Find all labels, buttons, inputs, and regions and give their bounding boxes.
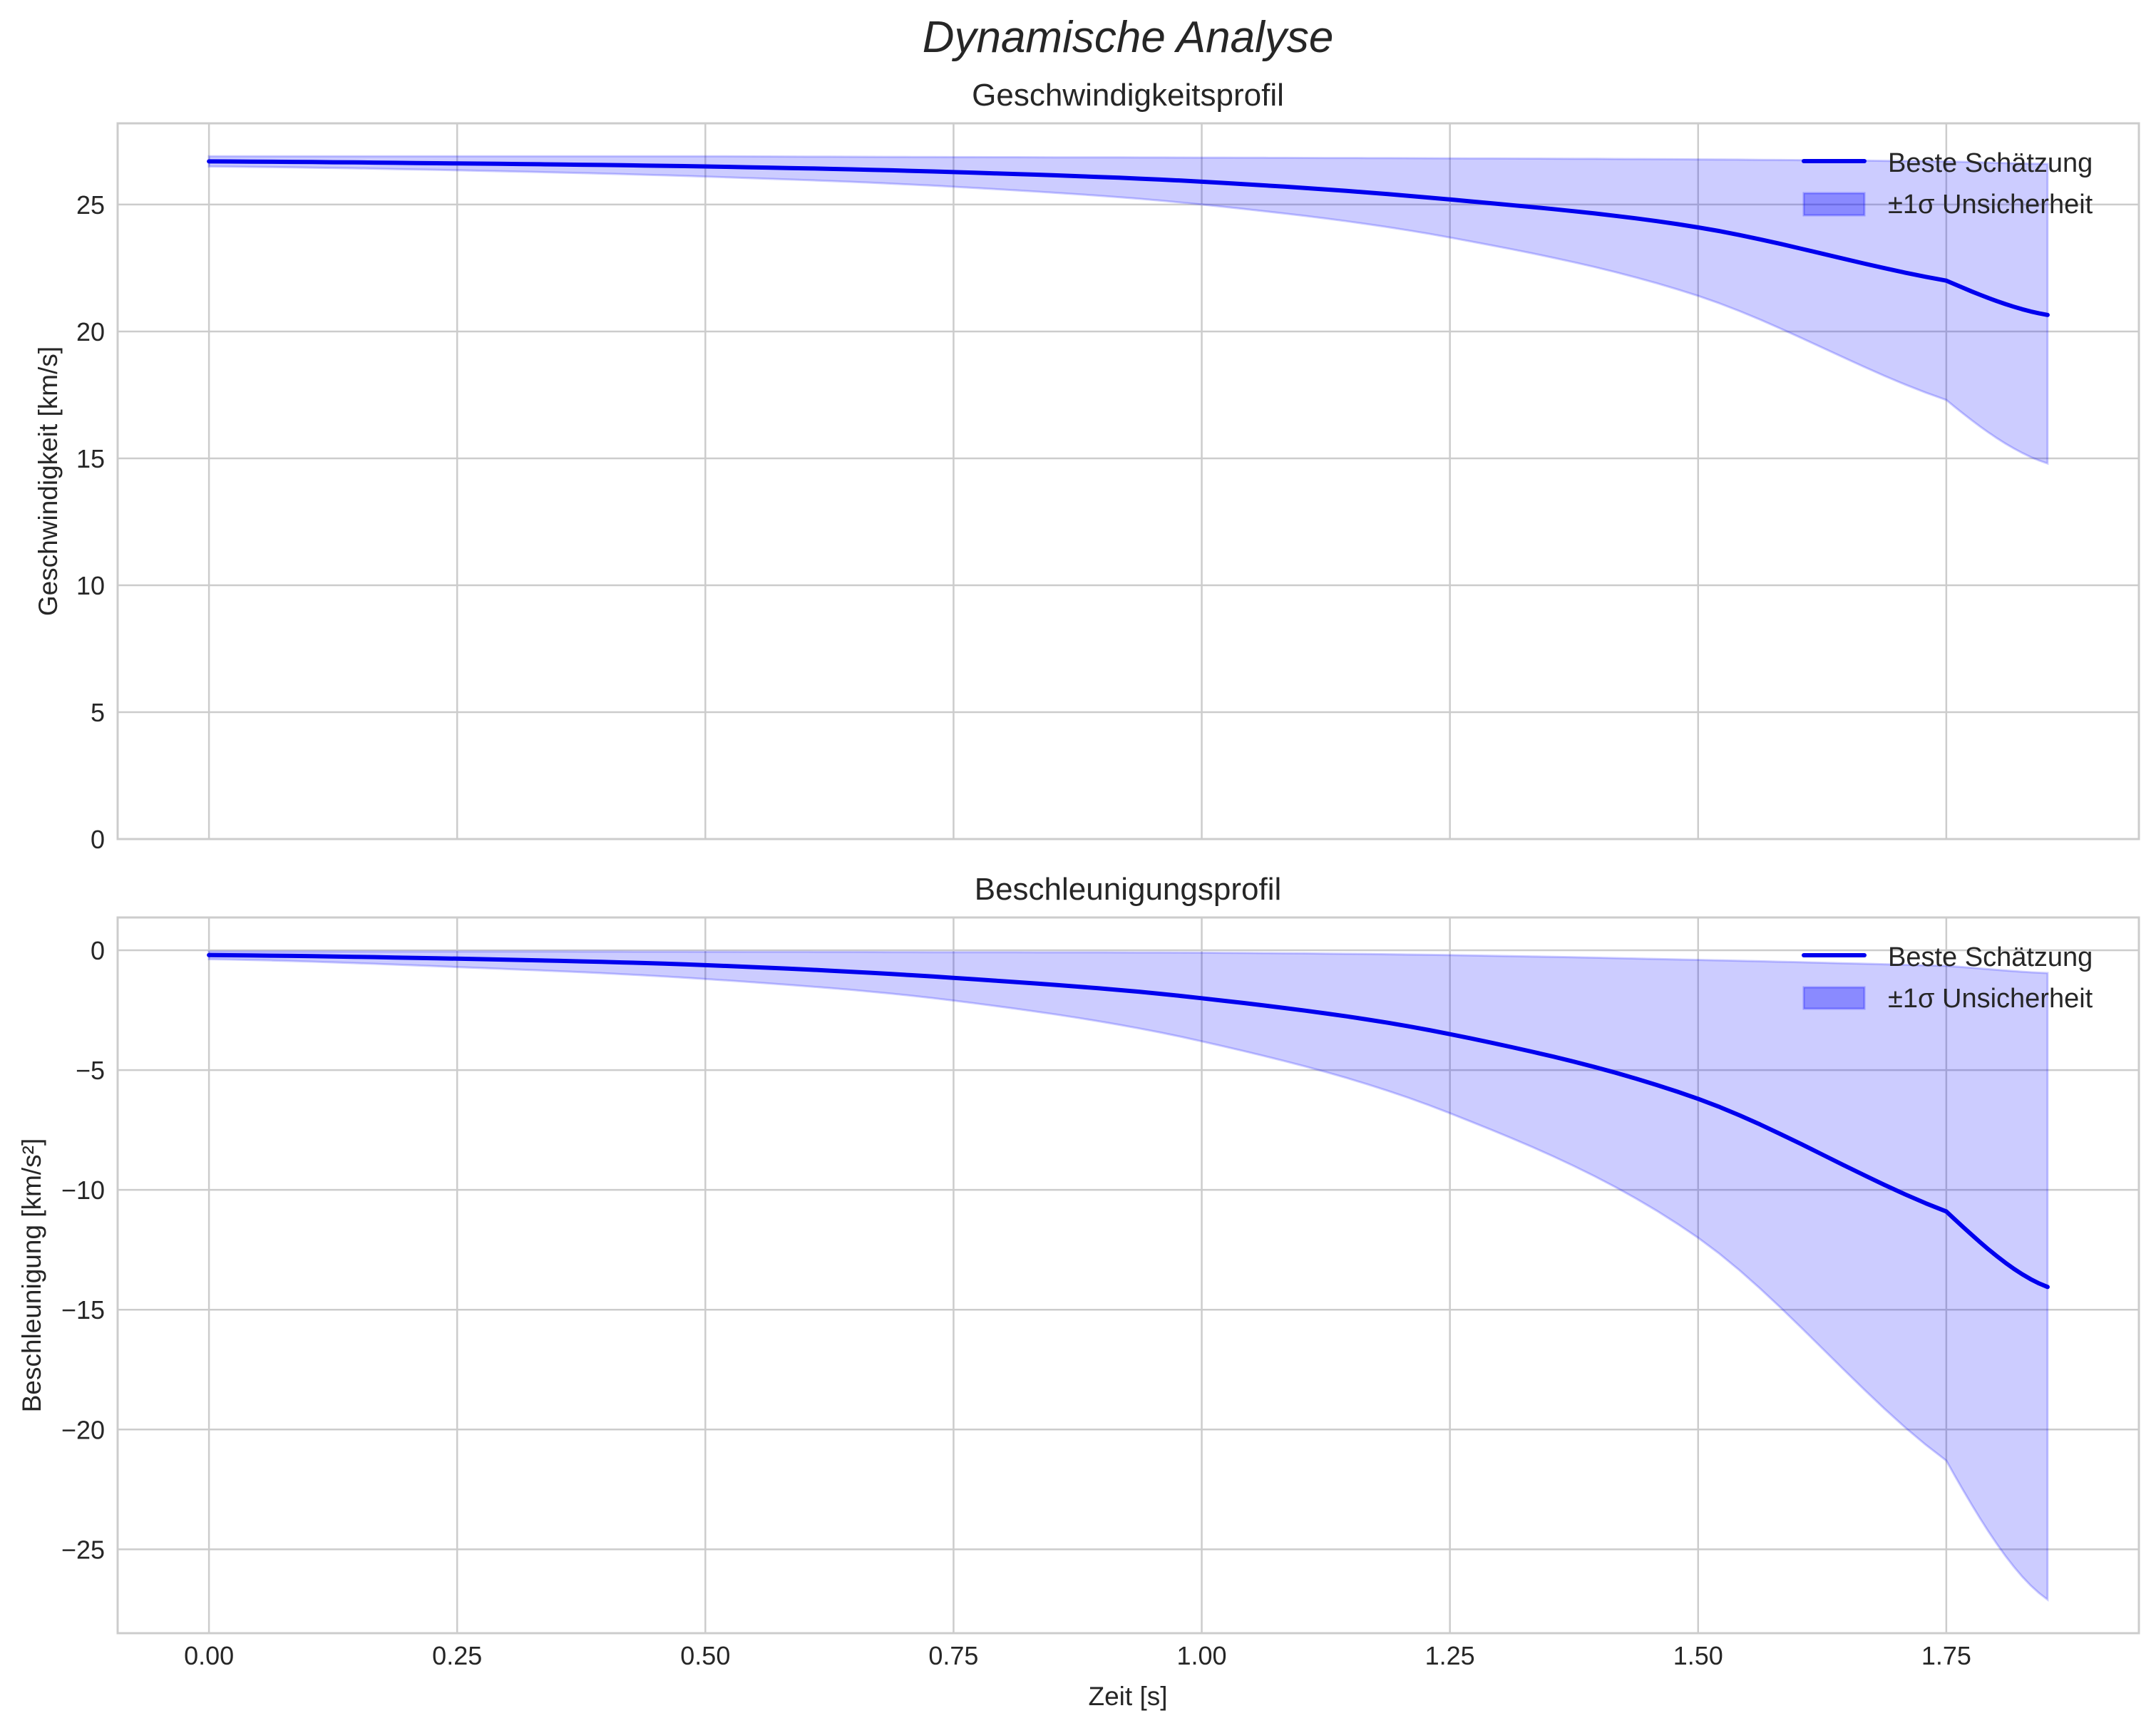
x-tick-label: 1.25 — [1425, 1641, 1475, 1670]
x-tick-label: 0.50 — [680, 1641, 730, 1670]
legend-label-line: Beste Schätzung — [1888, 148, 2093, 178]
plot-data — [207, 155, 2050, 466]
y-tick-label: −5 — [76, 1056, 105, 1085]
y-tick-label: 10 — [76, 571, 105, 600]
legend-label-band: ±1σ Unsicherheit — [1888, 984, 2093, 1014]
legend-band-icon-overlay — [1804, 193, 1864, 215]
best-estimate-line — [207, 952, 2050, 1290]
y-tick-label: 25 — [76, 190, 105, 220]
panel-title: Beschleunigungsprofil — [975, 872, 1282, 907]
y-axis-label: Geschwindigkeit [km/s] — [34, 346, 63, 616]
legend-band-icon-overlay — [1804, 987, 1864, 1009]
x-tick-label: 0.00 — [184, 1641, 234, 1670]
grid — [118, 917, 2139, 1633]
plot-area — [118, 917, 2139, 1633]
y-tick-labels: 0 −5 −10 −15 −20 −25 — [61, 936, 105, 1564]
plot-area — [118, 123, 2139, 839]
y-tick-label: 0 — [91, 825, 105, 854]
best-estimate-line — [207, 159, 2050, 317]
y-tick-label: 20 — [76, 317, 105, 346]
panel-velocity: Geschwindigkeitsprofil 0 5 10 15 20 25 Geschw… — [34, 78, 2140, 854]
panel-title: Geschwindigkeitsprofil — [972, 78, 1284, 113]
legend-band-icon — [1802, 986, 1866, 1010]
axes-frame — [116, 122, 2140, 840]
axes-frame — [116, 916, 2140, 1635]
legend: Beste Schätzung ±1σ Unsicherheit — [1802, 148, 2093, 220]
y-tick-label: −15 — [61, 1295, 105, 1325]
legend-label-line: Beste Schätzung — [1888, 942, 2093, 972]
y-axis-label: Beschleunigung [km/s²] — [17, 1138, 46, 1413]
y-tick-label: 5 — [91, 698, 105, 727]
x-tick-label: 1.50 — [1673, 1641, 1723, 1670]
y-tick-label: −20 — [61, 1415, 105, 1444]
uncertainty-band — [207, 155, 2049, 466]
figure-title: Dynamische Analyse — [923, 13, 1334, 62]
x-tick-labels: 0.00 0.25 0.50 0.75 1.00 1.25 1.50 1.75 — [184, 1641, 1971, 1670]
y-tick-label: 15 — [76, 444, 105, 473]
legend-label-band: ±1σ Unsicherheit — [1888, 190, 2093, 220]
uncertainty-band — [207, 950, 2049, 1602]
panel-acceleration: Beschleunigungsprofil 0 −5 −10 −15 −20 −25 Be… — [17, 872, 2140, 1711]
y-tick-label: −25 — [61, 1535, 105, 1564]
y-tick-labels: 0 5 10 15 20 25 — [76, 190, 105, 854]
y-tick-label: 0 — [91, 936, 105, 965]
plot-data — [207, 950, 2050, 1602]
x-tick-label: 0.75 — [928, 1641, 978, 1670]
x-tick-label: 0.25 — [432, 1641, 482, 1670]
legend-band-icon — [1802, 192, 1866, 217]
legend: Beste Schätzung ±1σ Unsicherheit — [1802, 942, 2093, 1014]
grid — [118, 123, 2139, 840]
x-tick-label: 1.00 — [1177, 1641, 1227, 1670]
x-tick-label: 1.75 — [1921, 1641, 1971, 1670]
y-tick-label: −10 — [61, 1176, 105, 1205]
x-axis-label: Zeit [s] — [1088, 1682, 1167, 1711]
